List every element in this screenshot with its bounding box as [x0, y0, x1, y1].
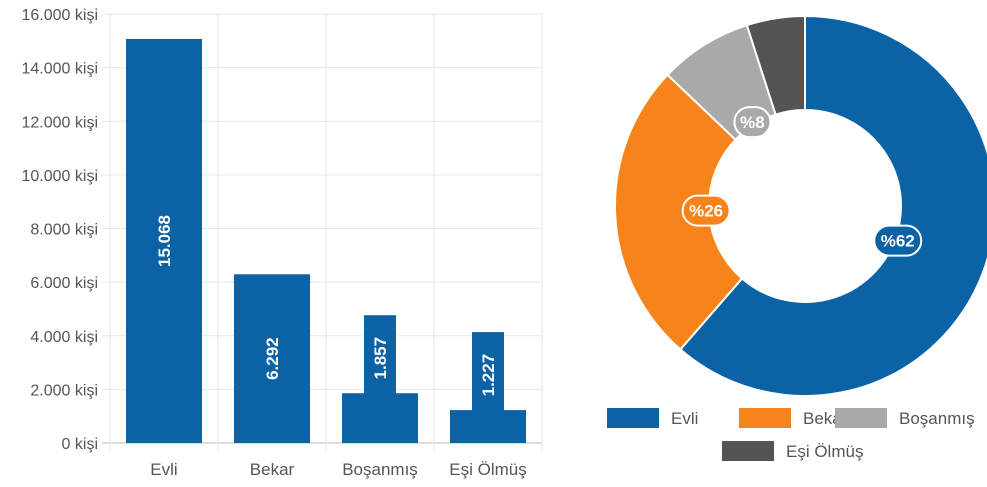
donut-chart: %62 %26 %8	[614, 14, 987, 397]
legend-label: Boşanmış	[899, 409, 975, 428]
legend-label: Eşi Ölmüş	[786, 442, 863, 461]
y-tick-label: 6.000 kişi	[30, 275, 98, 292]
y-tick-label: 0 kişi	[62, 436, 98, 453]
x-category-label: Bekar	[250, 460, 295, 479]
legend-swatch	[739, 408, 791, 428]
y-tick-label: 8.000 kişi	[30, 222, 98, 239]
donut-slice-label: %26	[689, 202, 723, 221]
legend-swatch	[835, 408, 887, 428]
donut-label-pill	[733, 106, 772, 139]
y-tick-label: 14.000 kişi	[22, 61, 99, 78]
bar-2	[234, 274, 310, 443]
bar-value-label: 1.227	[479, 354, 498, 397]
bar-chart-x-axis: Evli Bekar Boşanmış Eşi Ölmüş	[150, 460, 526, 479]
donut-slice-label: %8	[740, 113, 765, 132]
x-category-label: Evli	[150, 460, 177, 479]
x-category-label: Eşi Ölmüş	[449, 460, 526, 479]
bar-label-tab	[472, 332, 504, 443]
donut-slice-1	[678, 14, 987, 397]
bar-value-label: 6.292	[263, 337, 282, 380]
y-tick-label: 12.000 kişi	[22, 114, 99, 131]
y-tick-label: 16.000 kişi	[22, 7, 99, 24]
bar-chart-y-axis: 0 kişi 2.000 kişi 4.000 kişi 6.000 kişi 8.00…	[22, 7, 99, 453]
donut-label-pill	[873, 224, 923, 257]
bar-label-tab	[364, 315, 396, 443]
y-tick-label: 4.000 kişi	[30, 329, 98, 346]
donut-slice-4	[745, 14, 806, 116]
donut-slice-2	[614, 73, 744, 351]
bar-value-label: 1.857	[371, 337, 390, 380]
legend-swatch	[607, 408, 659, 428]
legend-label: Evli	[671, 409, 698, 428]
bar-1	[126, 38, 202, 443]
bar-chart-bars: 15.068 6.292 1.857 1.227	[126, 38, 526, 443]
y-tick-label: 2.000 kişi	[30, 382, 98, 399]
legend-swatch	[722, 441, 774, 461]
donut-label-pill	[681, 194, 731, 227]
x-category-label: Boşanmış	[342, 460, 418, 479]
donut-slice-label: %62	[881, 232, 915, 251]
y-tick-label: 10.000 kişi	[22, 168, 99, 185]
bar-value-label: 15.068	[155, 215, 174, 267]
